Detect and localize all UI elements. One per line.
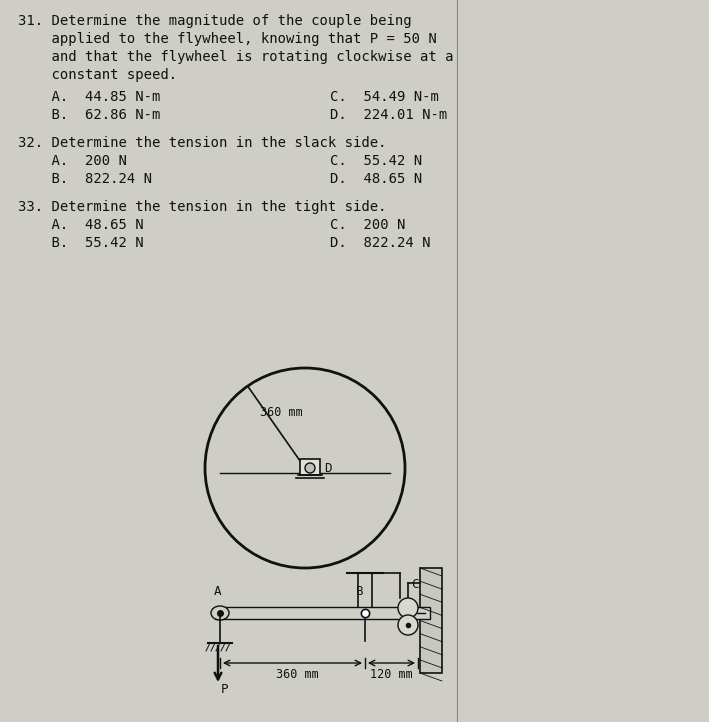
Ellipse shape: [211, 606, 229, 620]
Text: C: C: [411, 578, 419, 591]
Text: D.  224.01 N-m: D. 224.01 N-m: [330, 108, 447, 122]
Text: P: P: [221, 683, 228, 696]
Text: D.  48.65 N: D. 48.65 N: [330, 172, 422, 186]
Circle shape: [398, 615, 418, 635]
Text: C.  200 N: C. 200 N: [330, 218, 406, 232]
Text: D.  822.24 N: D. 822.24 N: [330, 236, 430, 250]
Text: B.  62.86 N-m: B. 62.86 N-m: [18, 108, 160, 122]
Text: A: A: [214, 585, 222, 598]
Text: B.  55.42 N: B. 55.42 N: [18, 236, 144, 250]
Text: applied to the flywheel, knowing that P = 50 N: applied to the flywheel, knowing that P …: [18, 32, 437, 46]
Text: constant speed.: constant speed.: [18, 68, 177, 82]
Text: 32. Determine the tension in the slack side.: 32. Determine the tension in the slack s…: [18, 136, 386, 150]
Text: D: D: [324, 461, 332, 474]
Text: B.  822.24 N: B. 822.24 N: [18, 172, 152, 186]
Text: 31. Determine the magnitude of the couple being: 31. Determine the magnitude of the coupl…: [18, 14, 412, 28]
Text: 360 mm: 360 mm: [276, 668, 319, 681]
Text: and that the flywheel is rotating clockwise at a: and that the flywheel is rotating clockw…: [18, 50, 454, 64]
Bar: [300, 459, 320, 475]
Text: C.  55.42 N: C. 55.42 N: [330, 154, 422, 168]
Bar: [420, 568, 442, 673]
Text: C.  54.49 N-m: C. 54.49 N-m: [330, 90, 439, 104]
Text: 33. Determine the tension in the tight side.: 33. Determine the tension in the tight s…: [18, 200, 386, 214]
Circle shape: [398, 598, 418, 618]
Text: A.  48.65 N: A. 48.65 N: [18, 218, 144, 232]
Text: A.  44.85 N-m: A. 44.85 N-m: [18, 90, 160, 104]
Circle shape: [305, 463, 315, 473]
Text: 360 mm: 360 mm: [260, 406, 303, 419]
Text: A.  200 N: A. 200 N: [18, 154, 127, 168]
Text: 120 mm: 120 mm: [370, 668, 413, 681]
Text: B: B: [356, 585, 364, 598]
Bar: [215, 607, 430, 619]
